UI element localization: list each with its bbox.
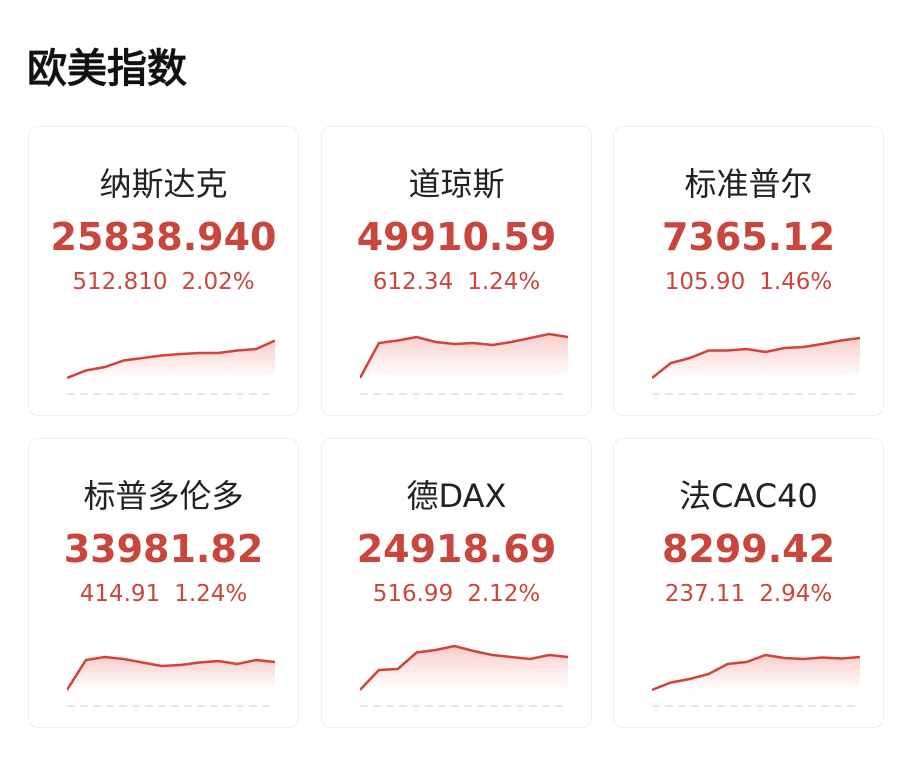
sparkline — [652, 653, 860, 707]
sparkline-line — [652, 653, 860, 692]
index-name: 德DAX — [406, 477, 507, 515]
sparkline-area — [360, 646, 568, 690]
page-title: 欧美指数 — [27, 46, 187, 92]
sparkline — [67, 339, 275, 395]
index-change-row: 237.11 2.94% — [614, 581, 883, 607]
index-change: 237.11 — [664, 581, 746, 607]
sparkline-area — [652, 655, 860, 690]
index-price: 25838.940 — [50, 215, 277, 259]
sparkline-line — [360, 644, 568, 691]
index-change: 414.91 — [79, 581, 161, 607]
sparkline-line — [652, 336, 860, 379]
index-name: 道琼斯 — [408, 165, 505, 203]
sparkline — [652, 336, 860, 395]
index-percent: 2.94% — [759, 581, 833, 607]
sparkline — [360, 644, 568, 707]
index-name: 纳斯达克 — [99, 165, 228, 203]
index-percent: 2.02% — [181, 269, 255, 295]
sparkline-line — [67, 339, 275, 380]
sparkline-line — [360, 332, 568, 379]
index-price: 8299.42 — [661, 527, 836, 571]
index-percent: 1.46% — [759, 269, 833, 295]
index-price: 33981.82 — [63, 527, 264, 571]
index-card[interactable]: 法CAC40 8299.42 237.11 2.94% — [613, 438, 884, 728]
sparkline-area — [67, 340, 275, 378]
index-card[interactable]: 德DAX 24918.69 516.99 2.12% — [321, 438, 592, 728]
index-name: 法CAC40 — [679, 477, 818, 515]
sparkline-area — [652, 338, 860, 378]
sparkline — [360, 332, 568, 395]
sparkline-area — [67, 657, 275, 690]
index-change-row: 512.810 2.02% — [29, 269, 298, 295]
index-change: 612.34 — [372, 269, 454, 295]
index-price: 24918.69 — [356, 527, 557, 571]
sparkline-area — [360, 334, 568, 378]
index-change-row: 612.34 1.24% — [322, 269, 591, 295]
index-change-row: 414.91 1.24% — [29, 581, 298, 607]
index-change: 105.90 — [664, 269, 746, 295]
index-percent: 2.12% — [467, 581, 541, 607]
index-price: 49910.59 — [356, 215, 557, 259]
index-change: 512.810 — [72, 269, 168, 295]
index-price: 7365.12 — [661, 215, 836, 259]
index-name: 标准普尔 — [684, 165, 813, 203]
index-card[interactable]: 标普多伦多 33981.82 414.91 1.24% — [28, 438, 299, 728]
index-change-row: 516.99 2.12% — [322, 581, 591, 607]
sparkline — [67, 655, 275, 707]
index-percent: 1.24% — [467, 269, 541, 295]
index-card[interactable]: 标准普尔 7365.12 105.90 1.46% — [613, 126, 884, 416]
index-name: 标普多伦多 — [83, 477, 244, 515]
index-change-row: 105.90 1.46% — [614, 269, 883, 295]
index-change: 516.99 — [372, 581, 454, 607]
index-card[interactable]: 纳斯达克 25838.940 512.810 2.02% — [28, 126, 299, 416]
index-card[interactable]: 道琼斯 49910.59 612.34 1.24% — [321, 126, 592, 416]
sparkline-line — [67, 655, 275, 691]
index-percent: 1.24% — [174, 581, 248, 607]
